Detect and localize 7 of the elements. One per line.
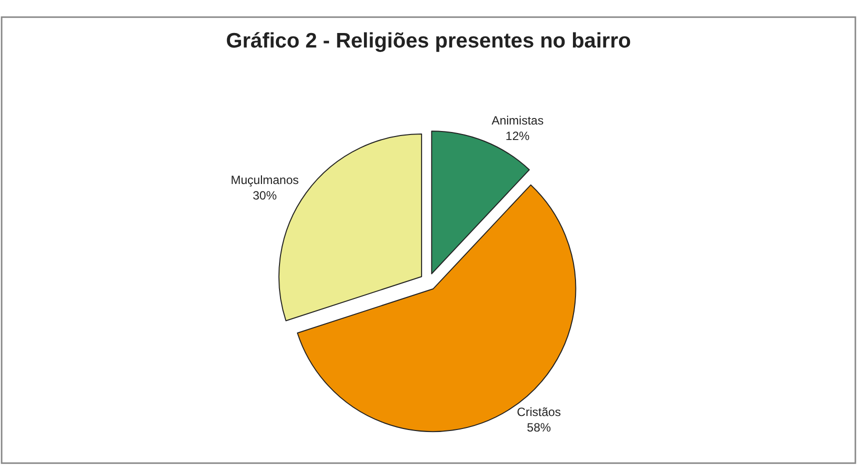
slice-label: Cristãos [516, 405, 561, 420]
slice-label: Animistas [492, 114, 544, 128]
slice-label: Muçulmanos [230, 172, 299, 187]
data-label: 30% [252, 188, 278, 202]
chart-title: Gráfico 2 - Religiões presentes no bairro [226, 29, 631, 52]
data-label: 12% [506, 129, 530, 144]
data-label: 58% [526, 420, 552, 435]
